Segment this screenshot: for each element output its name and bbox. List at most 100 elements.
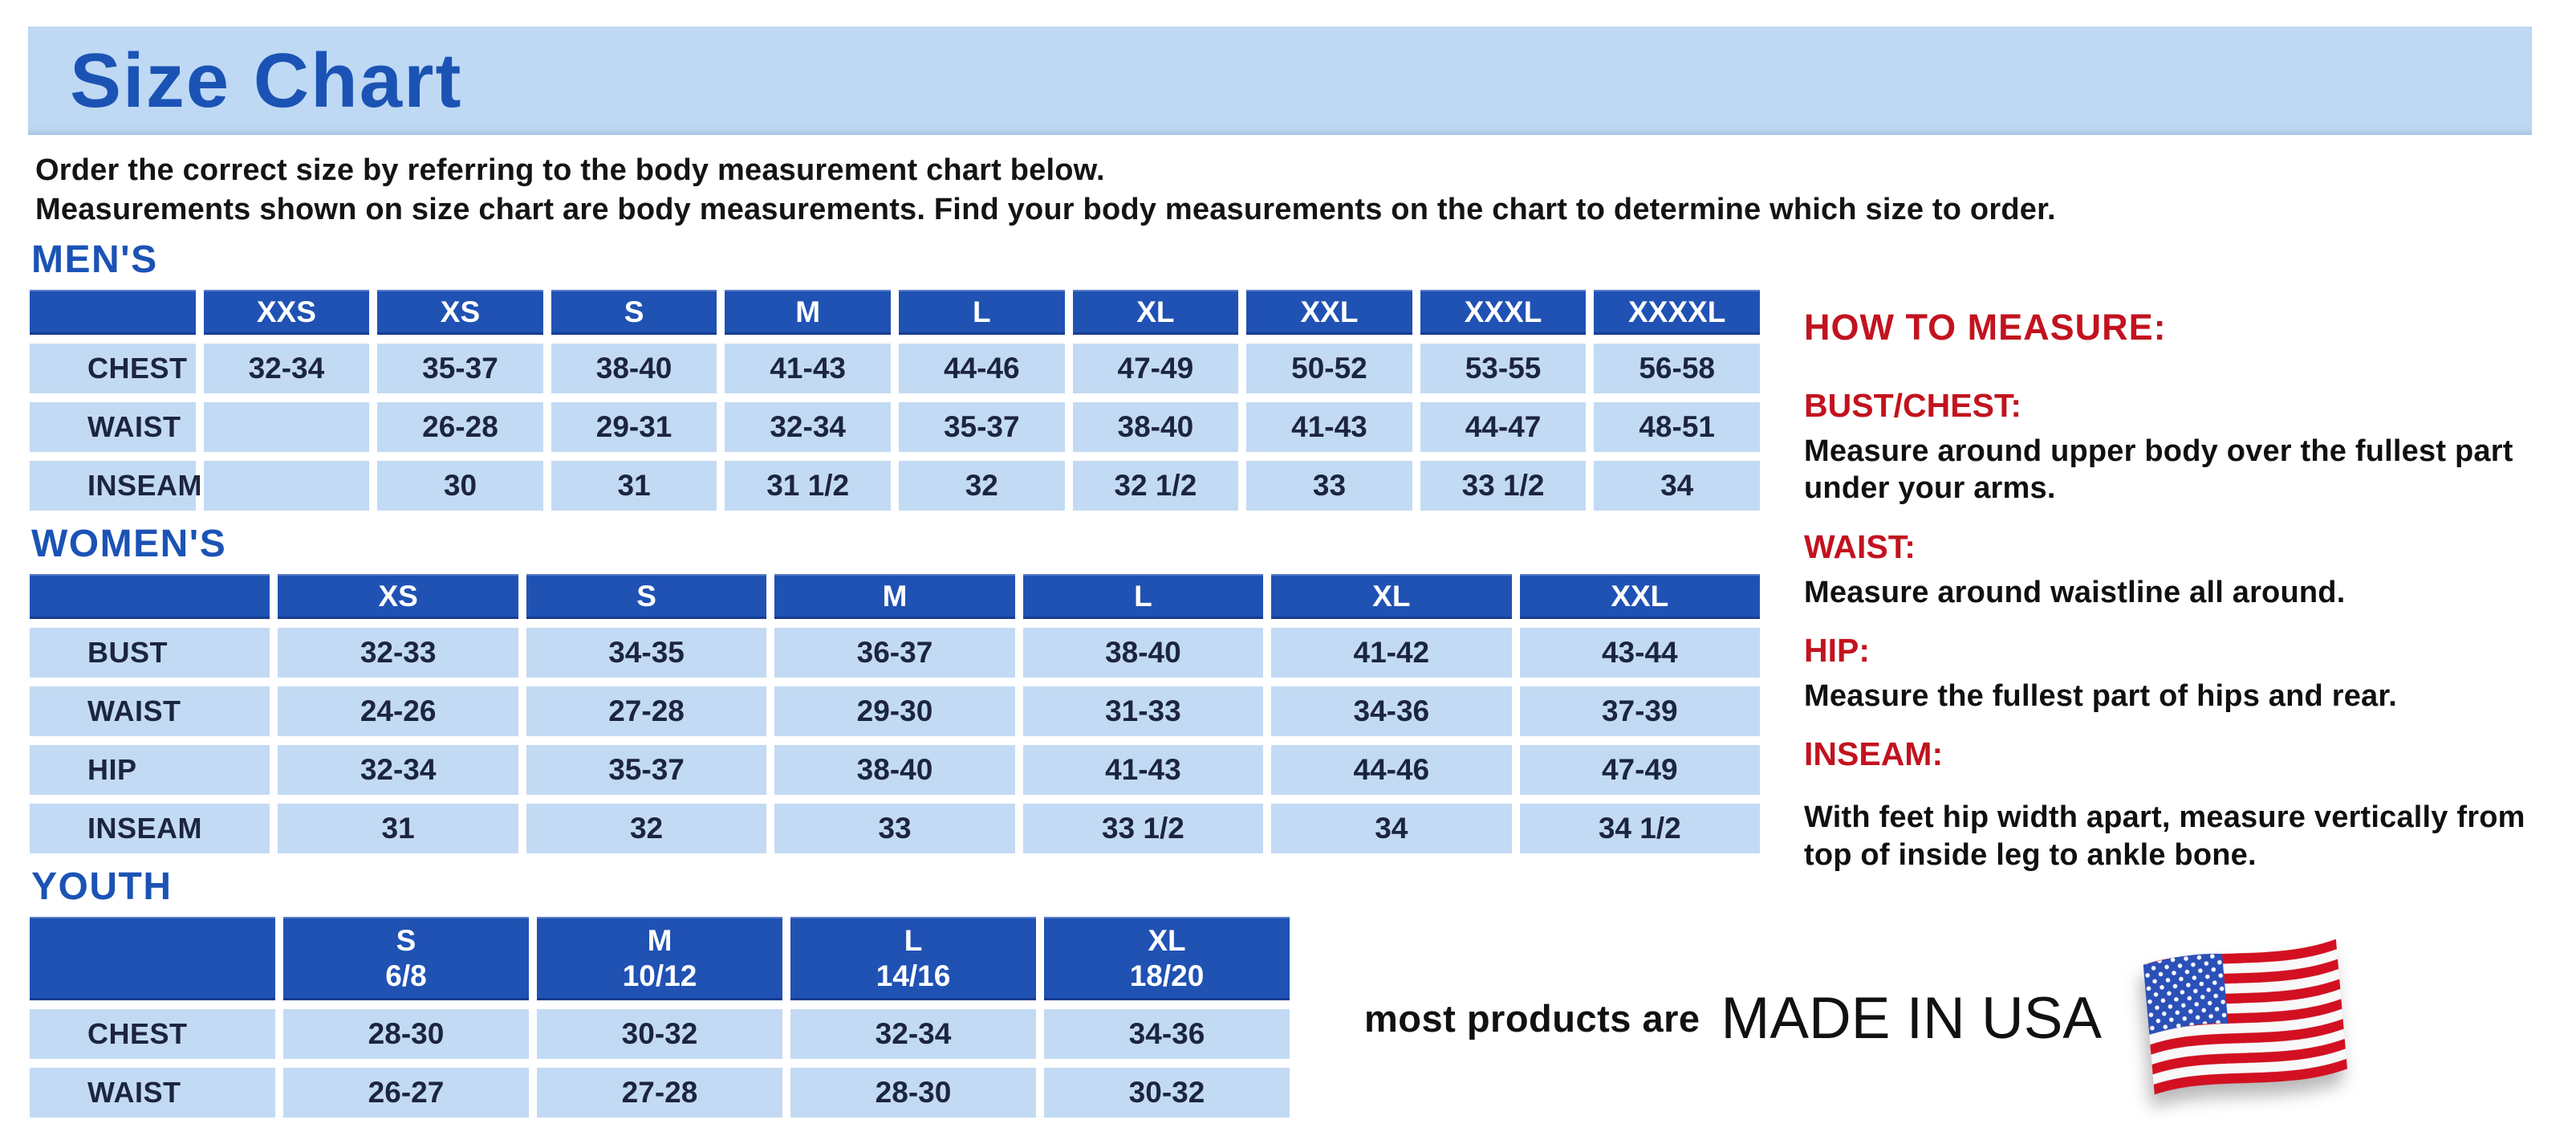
- size-value-cell: 33: [774, 804, 1015, 853]
- size-value-cell: 48-51: [1594, 402, 1760, 452]
- made-in-usa-footer: most products are MADE IN USA: [1364, 938, 2360, 1098]
- size-column-header: M: [725, 290, 891, 335]
- size-value-cell: 38-40: [551, 344, 717, 393]
- size-column-header: M 10/12: [537, 917, 782, 1000]
- size-value-cell: 44-46: [898, 344, 1065, 393]
- size-column-header: XXXL: [1420, 290, 1587, 335]
- mens-size-table: XXS XS S M L XL XXL XXXL XXXXL CHEST 32-34 35-37 38-…: [22, 281, 1768, 519]
- made-in-usa-label: MADE IN USA: [1721, 985, 2103, 1051]
- size-column-header: S: [551, 290, 717, 335]
- size-value-cell: 32-33: [278, 628, 518, 678]
- size-value-cell: 28-30: [283, 1009, 529, 1059]
- size-value-cell: 35-37: [898, 402, 1065, 452]
- header-row: XS S M L XL XXL: [30, 574, 1760, 619]
- size-column-header: XS: [278, 574, 518, 619]
- size-column-header: XXL: [1246, 290, 1412, 335]
- size-column-header: S: [526, 574, 767, 619]
- measurement-row: CHEST 28-30 30-32 32-34 34-36: [30, 1009, 1290, 1059]
- measurement-row: HIP 32-34 35-37 38-40 41-43 44-46 47-49: [30, 745, 1760, 795]
- size-column-header: XXS: [203, 290, 370, 335]
- size-column-header: XXL: [1519, 574, 1760, 619]
- mens-section-heading: MEN'S: [31, 238, 158, 281]
- row-label: CHEST: [30, 344, 196, 393]
- corner-cell: [30, 290, 196, 335]
- size-column-header: XXXXL: [1594, 290, 1760, 335]
- row-label: WAIST: [30, 402, 196, 452]
- size-value-cell: 27-28: [537, 1068, 782, 1118]
- page-title: Size Chart: [70, 37, 463, 124]
- measure-text: Measure around waistline all around.: [1804, 575, 2346, 609]
- size-value-cell: 32-34: [278, 745, 518, 795]
- size-value-cell: 34: [1271, 804, 1512, 853]
- size-value-cell: 31: [551, 461, 717, 511]
- size-value-cell: 36-37: [774, 628, 1015, 678]
- measure-item-hip: HIP: Measure the fullest part of hips an…: [1804, 632, 2574, 715]
- size-value-cell: 33 1/2: [1420, 461, 1587, 511]
- size-value-cell: 32-34: [725, 402, 891, 452]
- size-value-cell: 50-52: [1246, 344, 1412, 393]
- size-value-cell: 24-26: [278, 686, 518, 736]
- size-column-header: L: [898, 290, 1065, 335]
- size-column-header: XL: [1271, 574, 1512, 619]
- measure-text: With feet hip width apart, measure verti…: [1804, 800, 2525, 872]
- measure-item-bust-chest: BUST/CHEST: Measure around upper body ov…: [1804, 387, 2574, 507]
- size-value-cell: 44-46: [1271, 745, 1512, 795]
- size-value-cell: 30: [377, 461, 543, 511]
- size-tables-column: MEN'S XXS XS S M L XL XXL XXXL XXXXL CHEST 32-34 35…: [30, 238, 1776, 1118]
- intro-line-2: Measurements shown on size chart are bod…: [35, 193, 2056, 227]
- size-value-cell: 29-31: [551, 402, 717, 452]
- row-label: INSEAM: [30, 461, 202, 511]
- size-value-cell: 41-43: [725, 344, 891, 393]
- intro-text: Order the correct size by referring to t…: [35, 151, 2056, 230]
- size-value-cell: 41-43: [1022, 745, 1264, 795]
- corner-cell: [30, 917, 275, 1000]
- size-value-cell: 56-58: [1594, 344, 1760, 393]
- size-value-cell: 41-42: [1271, 628, 1512, 678]
- measure-text: Measure the fullest part of hips and rea…: [1804, 679, 2398, 714]
- made-in-usa-prefix: most products are: [1364, 996, 1700, 1040]
- size-value-cell: 35-37: [377, 344, 543, 393]
- size-column-header: L 14/16: [790, 917, 1036, 1000]
- size-value-cell: 47-49: [1519, 745, 1760, 795]
- title-banner: Size Chart: [28, 26, 2532, 135]
- intro-line-1: Order the correct size by referring to t…: [35, 153, 1105, 187]
- size-value-cell: 47-49: [1072, 344, 1239, 393]
- measurement-row: BUST 32-33 34-35 36-37 38-40 41-42 43-44: [30, 628, 1760, 678]
- measurement-row: WAIST 24-26 27-28 29-30 31-33 34-36 37-39: [30, 686, 1760, 736]
- size-column-header: XL: [1072, 290, 1239, 335]
- size-value-cell: 38-40: [1072, 402, 1239, 452]
- measure-label: WAIST:: [1804, 527, 1916, 565]
- size-value-cell: 34 1/2: [1519, 804, 1760, 853]
- measurement-row: INSEAM 31 32 33 33 1/2 34 34 1/2: [30, 804, 1760, 853]
- size-value-cell: 33 1/2: [1022, 804, 1264, 853]
- size-value-cell: 35-37: [526, 745, 767, 795]
- size-value-cell: 30-32: [1044, 1068, 1290, 1118]
- size-column-header: XS: [377, 290, 543, 335]
- row-label: BUST: [30, 628, 270, 678]
- youth-section-heading: YOUTH: [31, 865, 173, 908]
- size-value-cell: 32: [898, 461, 1065, 511]
- row-label: HIP: [30, 745, 270, 795]
- measurement-row: WAIST 26-28 29-31 32-34 35-37 38-40 41-43 44-47…: [30, 402, 1760, 452]
- row-label: WAIST: [30, 686, 270, 736]
- size-column-header: S 6/8: [283, 917, 529, 1000]
- how-to-measure-heading: HOW TO MEASURE:: [1804, 307, 2167, 348]
- size-value-cell: 43-44: [1519, 628, 1760, 678]
- youth-size-table: S 6/8 M 10/12 L 14/16 XL 18/20 CHEST 28-30 30-…: [22, 908, 1298, 1126]
- size-value-cell: 32-34: [203, 344, 370, 393]
- size-value-cell: 37-39: [1519, 686, 1760, 736]
- row-label: WAIST: [30, 1068, 275, 1118]
- how-to-measure-panel: HOW TO MEASURE: BUST/CHEST: Measure arou…: [1804, 307, 2574, 873]
- size-value-cell: 38-40: [774, 745, 1015, 795]
- measure-label: INSEAM:: [1804, 735, 1944, 773]
- measure-item-inseam: INSEAM: With feet hip width apart, measu…: [1804, 735, 2574, 873]
- size-value-cell: 32-34: [790, 1009, 1036, 1059]
- size-value-cell: 26-28: [377, 402, 543, 452]
- us-flag-icon: [2124, 929, 2367, 1107]
- size-value-cell: 26-27: [283, 1068, 529, 1118]
- womens-size-table: XS S M L XL XXL BUST 32-33 34-35 36-37 38-40 41-42 4…: [22, 565, 1768, 862]
- measurement-row: INSEAM 30 31 31 1/2 32 32 1/2 33 33 1/2 34: [30, 461, 1760, 511]
- measure-label: HIP:: [1804, 632, 1870, 670]
- size-value-cell: 30-32: [537, 1009, 782, 1059]
- size-value-cell: 53-55: [1420, 344, 1587, 393]
